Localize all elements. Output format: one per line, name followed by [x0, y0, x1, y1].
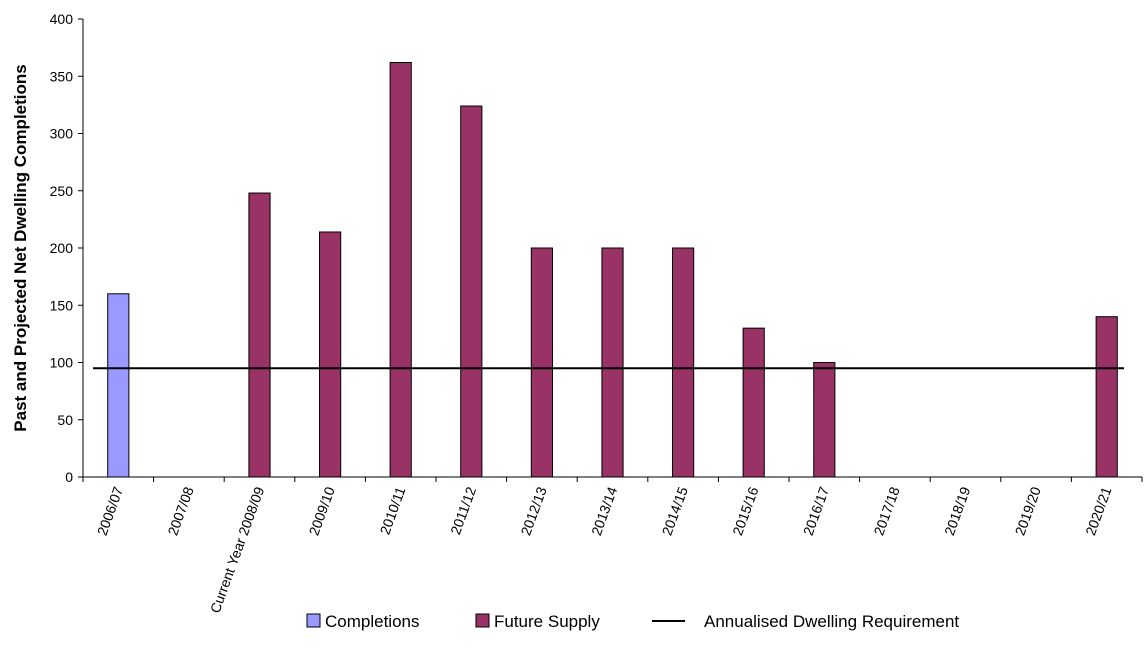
- x-tick-label: 2011/12: [447, 484, 479, 536]
- legend-label-requirement: Annualised Dwelling Requirement: [704, 612, 959, 631]
- bar-future-supply: [248, 192, 271, 478]
- x-tick-label: 2019/20: [1012, 484, 1044, 537]
- x-tick-label: 2018/19: [941, 484, 973, 537]
- y-tick-label: 350: [50, 68, 74, 84]
- bar-future-supply: [672, 247, 695, 478]
- y-tick-label: 300: [50, 126, 74, 142]
- x-tick-label: 2016/17: [800, 484, 832, 537]
- bar-future-supply: [742, 327, 765, 478]
- x-tick-label: 2012/13: [517, 484, 549, 537]
- x-tick-label: 2020/21: [1082, 484, 1114, 537]
- x-tick-label: 2017/18: [870, 484, 902, 537]
- x-tick-label: 2007/08: [164, 484, 196, 537]
- legend: Completions Future Supply Annualised Dwe…: [306, 612, 959, 631]
- x-tick-label: 2013/14: [588, 484, 620, 537]
- plot-area: 0 50 100 150 200 250 300 350 400 2006/07 2007/08 Cu…: [50, 11, 1143, 615]
- y-tick-label: 0: [65, 469, 73, 485]
- x-tick-label: 2015/16: [729, 484, 761, 537]
- legend-label-future-supply: Future Supply: [494, 612, 600, 631]
- bar-future-supply: [319, 231, 342, 478]
- y-tick-label: 250: [50, 183, 74, 199]
- y-tick-label: 50: [57, 412, 73, 428]
- y-tick-label: 200: [50, 240, 74, 256]
- bar-completions: [107, 293, 130, 478]
- bar-future-supply: [530, 247, 553, 478]
- y-tick-label: 100: [50, 355, 74, 371]
- x-tick-label: 2010/11: [377, 484, 409, 536]
- legend-swatch-completions: [306, 613, 321, 628]
- legend-swatch-future-supply: [475, 613, 490, 628]
- legend-label-completions: Completions: [325, 612, 420, 631]
- x-tick-label: 2014/15: [659, 484, 691, 537]
- bar-future-supply: [389, 62, 412, 478]
- bar-future-supply: [601, 247, 624, 478]
- y-axis-label: Past and Projected Net Dwelling Completi…: [11, 64, 30, 431]
- y-tick-label: 150: [50, 297, 74, 313]
- bar-future-supply: [1095, 316, 1118, 478]
- x-tick-label: Current Year 2008/09: [207, 484, 268, 615]
- y-tick-label: 400: [50, 11, 74, 27]
- x-tick-label: 2009/10: [306, 484, 338, 537]
- bar-future-supply: [460, 105, 483, 478]
- x-tick-label: 2006/07: [94, 484, 126, 537]
- bar-future-supply: [813, 362, 836, 478]
